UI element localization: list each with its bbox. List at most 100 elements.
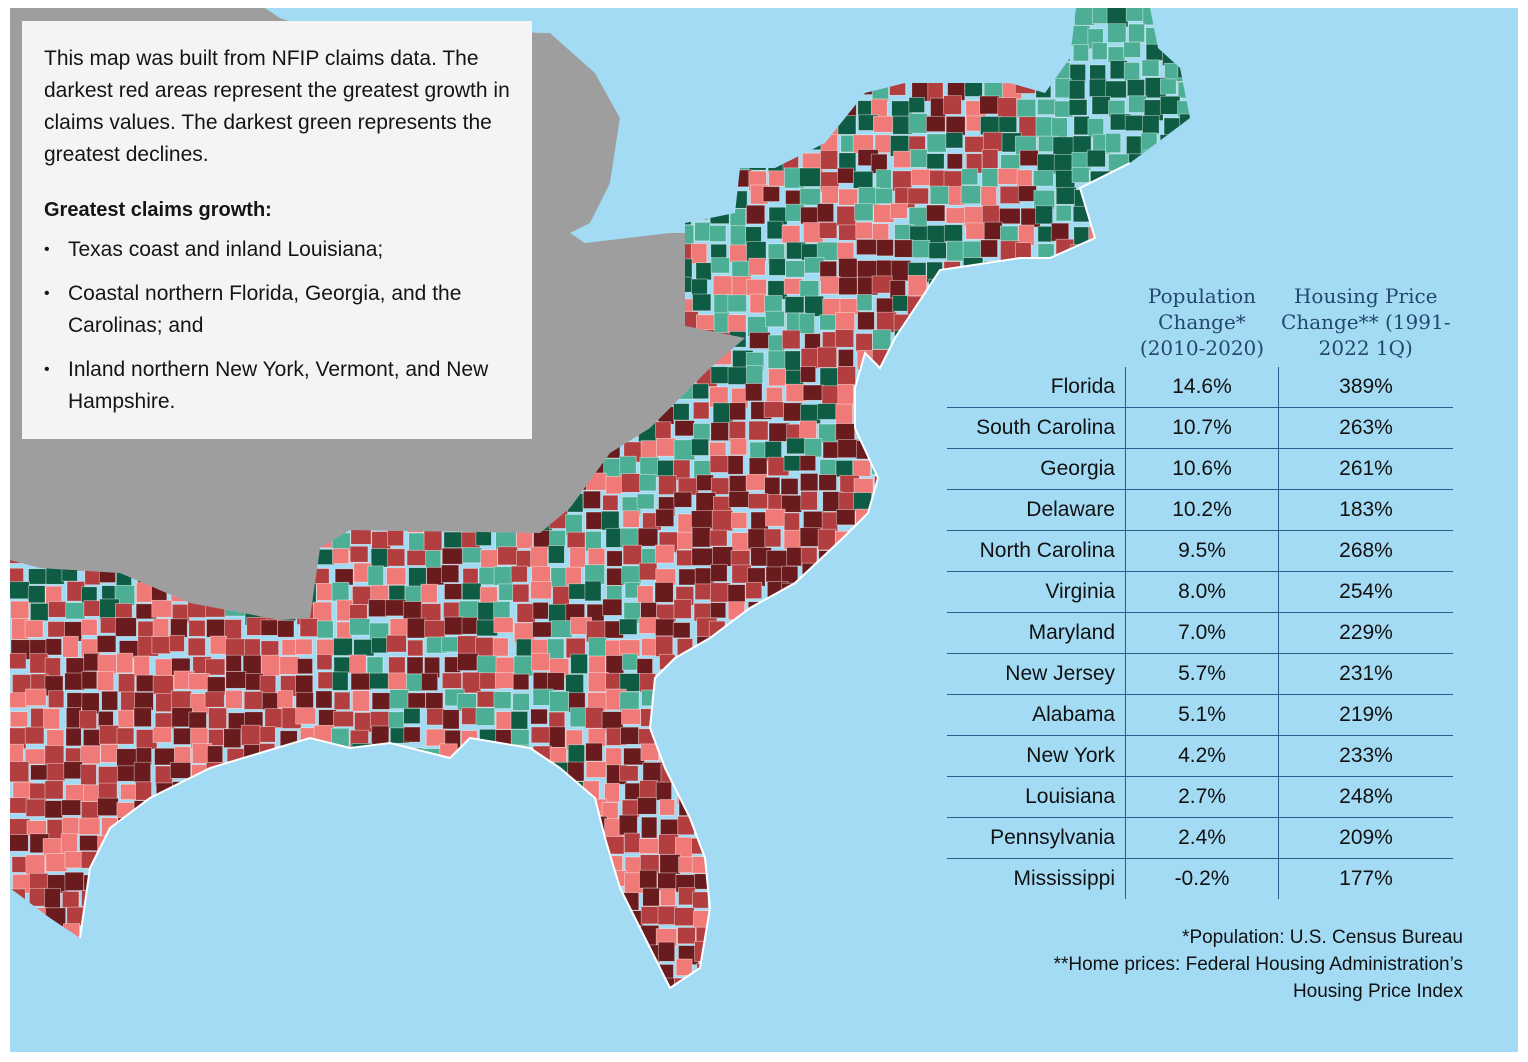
county	[710, 582, 731, 603]
county	[263, 761, 283, 778]
county	[225, 671, 247, 689]
county	[332, 765, 353, 785]
county	[582, 490, 601, 509]
county	[839, 959, 860, 978]
county	[168, 634, 185, 652]
county	[1128, 23, 1145, 43]
county	[804, 871, 823, 891]
county	[462, 960, 481, 978]
county	[1035, 1031, 1053, 1052]
county	[29, 982, 49, 988]
county	[709, 529, 728, 547]
county	[819, 924, 837, 944]
county	[857, 959, 875, 978]
county	[659, 799, 676, 816]
county	[462, 999, 479, 1015]
county	[727, 890, 748, 910]
county	[747, 905, 764, 922]
population-change: 2.7%	[1125, 776, 1279, 818]
county	[475, 871, 492, 890]
county	[768, 1036, 784, 1052]
county	[799, 675, 821, 696]
county	[785, 694, 805, 712]
county	[389, 689, 410, 710]
county	[155, 923, 177, 944]
county	[927, 999, 943, 1018]
county	[678, 996, 698, 1014]
county	[225, 942, 244, 965]
county	[1163, 24, 1185, 44]
county	[478, 1016, 495, 1032]
county	[278, 1000, 299, 1018]
county	[137, 853, 157, 871]
county	[730, 764, 749, 782]
county	[152, 618, 170, 638]
county	[260, 619, 279, 636]
county	[714, 742, 733, 761]
county	[63, 923, 81, 942]
county	[927, 835, 947, 852]
county	[1037, 8, 1057, 28]
county	[709, 225, 727, 242]
county	[983, 1016, 1002, 1034]
county	[408, 764, 427, 785]
county	[999, 185, 1021, 204]
county	[909, 978, 927, 988]
county	[835, 312, 856, 332]
county	[404, 585, 422, 604]
county	[1034, 23, 1051, 41]
county	[425, 761, 445, 780]
county	[836, 673, 854, 696]
county	[207, 819, 229, 839]
county	[1128, 153, 1148, 171]
county	[299, 908, 321, 930]
county	[875, 890, 893, 912]
county	[317, 1013, 337, 1034]
county	[493, 617, 514, 633]
county	[132, 888, 151, 906]
county	[762, 889, 779, 905]
county	[872, 980, 893, 988]
county	[1142, 8, 1162, 26]
county	[497, 1032, 514, 1048]
county	[853, 603, 871, 621]
county	[368, 887, 386, 904]
county	[872, 850, 889, 872]
county	[858, 709, 880, 731]
county	[169, 799, 190, 816]
county	[246, 977, 269, 988]
county	[711, 1031, 728, 1048]
county	[532, 998, 548, 1019]
county	[768, 1014, 783, 1034]
county	[606, 1033, 624, 1049]
county	[1052, 136, 1075, 158]
county	[11, 926, 32, 946]
county	[334, 801, 356, 822]
county	[821, 673, 839, 693]
county	[909, 674, 929, 694]
county	[927, 906, 947, 927]
county	[946, 153, 963, 170]
county	[404, 871, 426, 892]
county	[154, 1016, 172, 1032]
county	[621, 565, 642, 585]
county	[695, 996, 714, 1015]
county	[803, 694, 821, 714]
county	[694, 1019, 714, 1039]
county	[893, 622, 916, 639]
county	[225, 690, 243, 709]
county	[854, 404, 875, 421]
county	[926, 204, 946, 222]
county	[730, 868, 748, 885]
county	[548, 905, 570, 923]
county	[458, 819, 478, 838]
county	[1177, 185, 1190, 203]
county	[317, 996, 334, 1015]
county	[925, 963, 942, 982]
population-change: 14.6%	[1125, 367, 1279, 408]
county	[335, 852, 353, 875]
county	[908, 97, 925, 113]
county	[873, 402, 893, 420]
table-row: New York 4.2% 233%	[947, 735, 1453, 777]
county	[1200, 189, 1217, 205]
